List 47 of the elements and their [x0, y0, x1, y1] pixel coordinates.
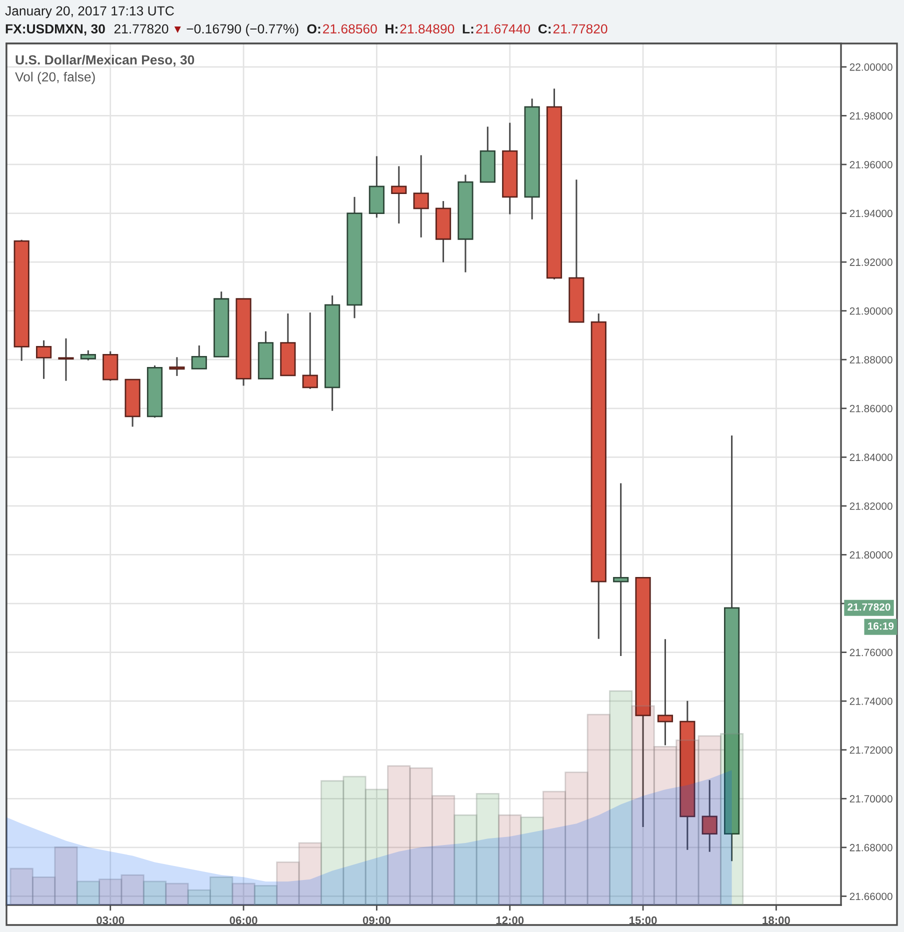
y-tick-label: 21.76000	[850, 648, 892, 656]
candlestick	[613, 482, 629, 657]
text: L:21.67440	[462, 24, 530, 34]
y-tick-label: 21.74000	[850, 698, 892, 705]
x-tick-label: 15:00	[630, 916, 657, 924]
y-tick-label: 22.00000	[850, 63, 892, 71]
y-tick-label: 21.82000	[850, 502, 892, 510]
chart-title: FX:USDMXN, 30	[6, 24, 105, 36]
y-tick-label: 21.84000	[850, 454, 892, 462]
candlestick	[191, 344, 207, 370]
text: U.S. Dollar/Mexican Peso, 30	[16, 54, 194, 66]
text: January 20, 2017 17:13 UTC	[5, 6, 174, 18]
x-tick-label: 18:00	[762, 916, 790, 924]
candlestick	[702, 779, 718, 853]
candlestick	[413, 154, 429, 238]
chart-title: Vol (20, false)	[15, 72, 95, 84]
y-tick-label: 21.88000	[850, 356, 892, 364]
candlestick	[36, 340, 52, 380]
candlestick	[391, 165, 407, 224]
text: 21.77820	[848, 603, 890, 611]
candlestick	[302, 312, 318, 390]
y-tick-label: 21.72000	[850, 746, 892, 754]
candlestick	[657, 638, 674, 746]
candlestick	[169, 356, 185, 377]
text: ▼	[174, 26, 181, 34]
text: O:21.68560	[307, 24, 377, 34]
text: −0.16790 (−0.77%)	[186, 24, 298, 36]
y-tick-label: 21.92000	[850, 258, 892, 266]
text: 21.77820	[114, 24, 168, 34]
text: H:21.84890	[386, 24, 454, 34]
y-tick-label: 21.98000	[850, 112, 892, 120]
y-tick-label: 21.80000	[850, 551, 892, 559]
x-tick-label: 03:00	[96, 916, 124, 924]
text: C:21.77820	[538, 24, 608, 34]
x-tick-label: 12:00	[496, 916, 524, 924]
y-tick-label: 21.86000	[850, 404, 892, 412]
y-tick-label: 21.96000	[850, 160, 892, 168]
y-tick-label: 21.70000	[850, 795, 892, 803]
y-tick-label: 21.90000	[850, 307, 892, 315]
y-tick-label: 21.94000	[850, 210, 892, 218]
y-tick-label: 21.68000	[850, 844, 892, 852]
y-tick-label: 21.66000	[850, 892, 892, 900]
candlestick	[80, 350, 96, 362]
text: 16:19	[868, 622, 894, 630]
candlestick	[58, 338, 74, 382]
x-tick-label: 09:00	[362, 916, 390, 924]
x-tick-label: 06:00	[230, 916, 258, 924]
